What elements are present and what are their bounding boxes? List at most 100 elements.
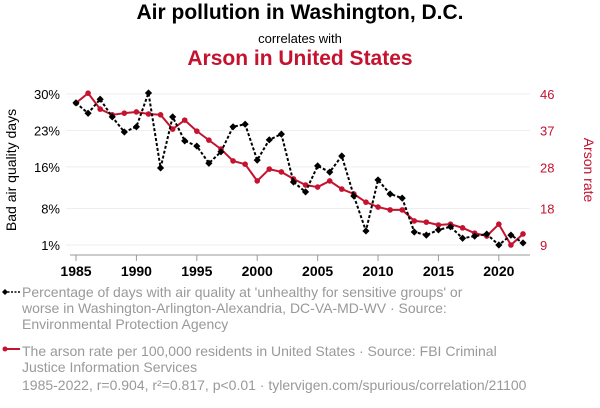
data-point-arson xyxy=(181,117,188,123)
data-point-air-pollution xyxy=(156,164,165,172)
data-point-air-pollution xyxy=(519,239,527,247)
x-tick-label: 2020 xyxy=(483,263,514,279)
chart-title-secondary: Arson in United States xyxy=(187,47,413,70)
data-point-air-pollution xyxy=(314,162,322,170)
data-point-air-pollution xyxy=(169,113,177,121)
data-point-air-pollution xyxy=(241,120,249,128)
data-point-air-pollution xyxy=(495,241,503,249)
data-point-air-pollution xyxy=(398,194,406,202)
y-tick-label-left: 1% xyxy=(41,238,60,253)
data-point-air-pollution xyxy=(96,95,104,103)
data-point-air-pollution xyxy=(193,142,201,150)
x-tick-label: 2010 xyxy=(362,263,393,279)
data-point-arson xyxy=(508,242,514,248)
chart-title: Air pollution in Washington, D.C. xyxy=(136,1,464,24)
y-tick-label-right: 28 xyxy=(540,160,554,175)
legend-marker-air-pollution xyxy=(2,289,8,295)
data-point-arson xyxy=(266,166,273,172)
data-point-air-pollution xyxy=(422,231,430,239)
x-tick-label: 2015 xyxy=(423,263,454,279)
y-tick-label-left: 30% xyxy=(34,87,60,102)
data-point-air-pollution xyxy=(507,231,515,239)
legend-marker-arson xyxy=(2,346,8,352)
x-tick-label: 2000 xyxy=(242,263,273,279)
data-point-air-pollution xyxy=(144,89,153,97)
data-point-arson xyxy=(97,106,103,112)
data-point-arson xyxy=(254,178,261,184)
legend-text-air-pollution: Percentage of days with air quality at '… xyxy=(22,284,463,332)
data-point-air-pollution xyxy=(471,232,479,240)
data-point-arson xyxy=(278,169,285,175)
x-tick-label: 1985 xyxy=(60,263,91,279)
data-point-arson xyxy=(230,158,236,164)
data-point-air-pollution xyxy=(229,123,237,131)
data-point-air-pollution xyxy=(326,168,334,176)
data-point-arson xyxy=(85,90,91,96)
chart-subtitle: correlates with xyxy=(258,31,342,46)
data-point-arson xyxy=(338,186,345,192)
y-tick-label-left: 16% xyxy=(34,160,60,175)
legend-item-arson: The arson rate per 100,000 residents in … xyxy=(22,343,522,375)
data-point-air-pollution xyxy=(458,234,467,242)
data-point-arson xyxy=(121,110,128,116)
data-point-arson xyxy=(194,128,200,134)
data-point-air-pollution xyxy=(374,176,382,184)
data-point-air-pollution xyxy=(265,136,273,144)
data-point-air-pollution xyxy=(446,223,455,231)
y-axis-label-right: Arson rate xyxy=(581,138,597,203)
data-point-arson xyxy=(169,126,176,132)
data-point-air-pollution xyxy=(181,137,189,145)
data-point-air-pollution xyxy=(277,130,285,138)
data-point-air-pollution xyxy=(217,148,225,156)
data-point-air-pollution xyxy=(132,123,141,131)
data-point-arson xyxy=(133,109,140,115)
y-axis-label-left: Bad air quality days xyxy=(3,109,19,231)
data-point-arson xyxy=(363,199,369,205)
data-point-arson xyxy=(326,178,333,184)
data-point-air-pollution xyxy=(108,113,116,121)
data-point-air-pollution xyxy=(289,178,298,186)
data-point-arson xyxy=(459,225,466,231)
series-line-arson xyxy=(75,91,524,247)
data-point-air-pollution xyxy=(205,159,213,167)
data-point-air-pollution xyxy=(84,109,92,117)
data-point-arson xyxy=(423,219,430,225)
series-line-air-pollution xyxy=(75,92,524,247)
footer-stats: 1985-2022, r=0.904, r²=0.817, p<0.01 · t… xyxy=(22,377,527,393)
data-point-air-pollution xyxy=(72,99,80,107)
data-point-arson xyxy=(157,112,164,118)
y-tick-label-left: 23% xyxy=(34,123,60,138)
y-tick-label-right: 18 xyxy=(540,201,554,216)
data-point-arson xyxy=(411,218,418,224)
x-tick-label: 1995 xyxy=(181,263,212,279)
data-point-air-pollution xyxy=(350,192,358,200)
data-point-air-pollution xyxy=(301,188,310,196)
data-point-air-pollution xyxy=(434,226,443,234)
data-point-arson xyxy=(375,204,381,210)
data-point-air-pollution xyxy=(362,227,370,235)
data-point-air-pollution xyxy=(483,230,491,238)
data-point-arson xyxy=(242,161,248,167)
y-tick-label-right: 37 xyxy=(540,124,554,139)
data-point-arson xyxy=(496,221,502,227)
data-point-air-pollution xyxy=(338,152,346,160)
data-point-arson xyxy=(399,207,405,213)
x-tick-label: 2005 xyxy=(302,263,333,279)
data-point-arson xyxy=(435,222,442,228)
data-point-arson xyxy=(387,207,393,213)
data-point-arson xyxy=(206,137,212,143)
data-point-air-pollution xyxy=(386,190,394,198)
data-point-arson xyxy=(314,184,321,190)
data-point-air-pollution xyxy=(253,156,261,164)
y-tick-label-right: 46 xyxy=(540,87,554,102)
data-point-arson xyxy=(302,182,309,188)
y-tick-label-left: 8% xyxy=(41,202,60,217)
legend-item-air-pollution: Percentage of days with air quality at '… xyxy=(22,284,502,332)
data-point-arson xyxy=(145,111,152,117)
legend-text-arson: The arson rate per 100,000 residents in … xyxy=(22,343,497,375)
data-point-air-pollution xyxy=(410,228,418,236)
data-point-air-pollution xyxy=(120,128,128,136)
x-tick-label: 1990 xyxy=(121,263,152,279)
